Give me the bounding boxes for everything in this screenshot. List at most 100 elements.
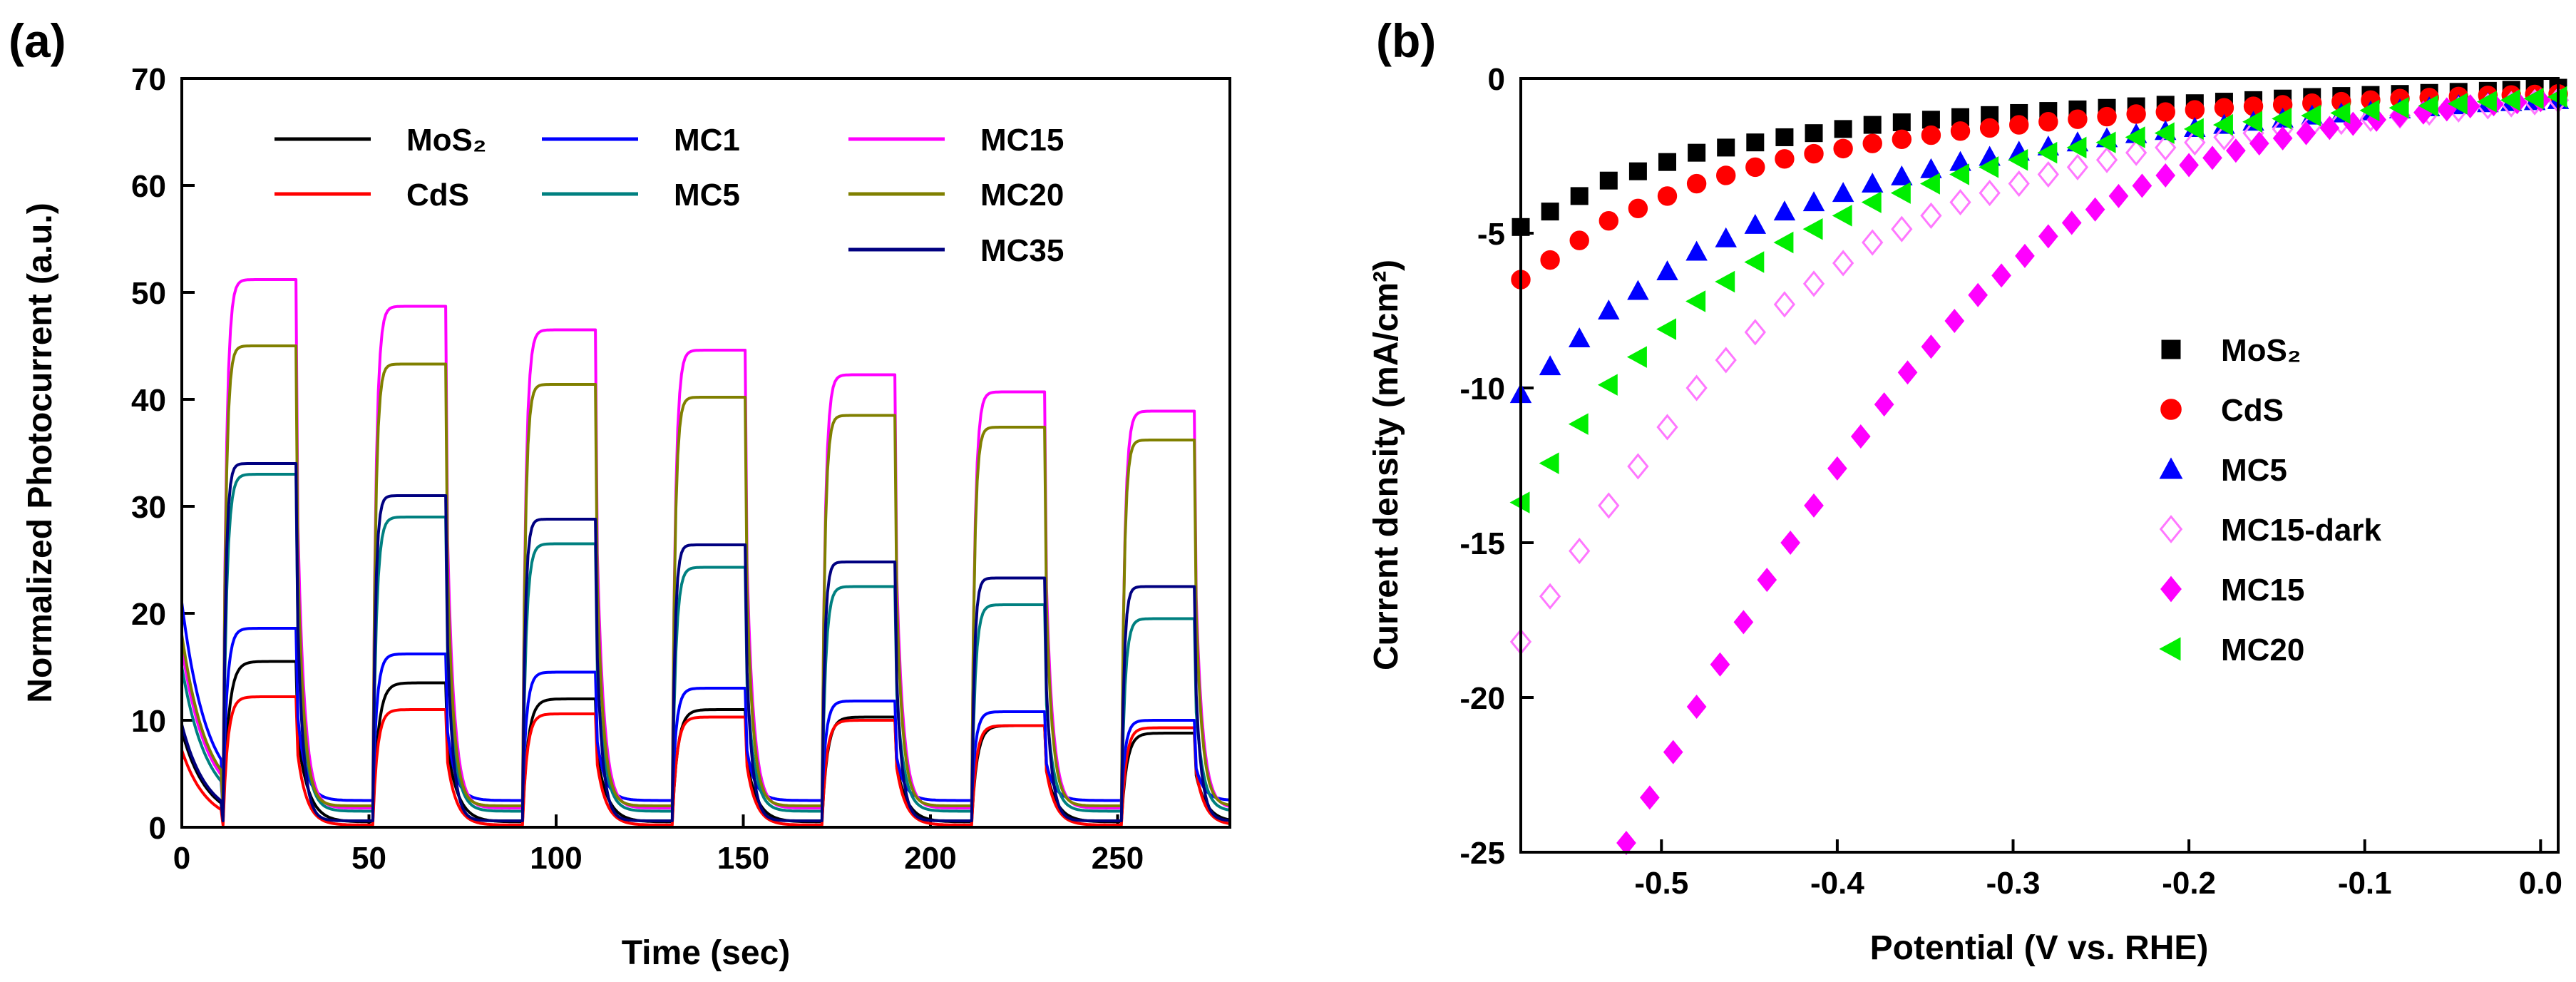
b-point-mc15 (1944, 308, 1965, 333)
b-point-mos (1658, 153, 1677, 171)
b-point-mc20 (2242, 111, 2263, 133)
b-point-mc15-dark (1656, 414, 1678, 441)
b-point-mc15 (1897, 360, 1918, 385)
b-point-mc20 (2272, 108, 2292, 130)
b-point-mc20 (2476, 91, 2497, 113)
b-legend-label-mc20: MC20 (2221, 633, 2304, 668)
b-point-mc5 (1539, 355, 1561, 376)
b-y-tick-label: -10 (1459, 372, 1505, 406)
panel-a-x-tick-labels: 0 50 100 150 200 250 (173, 841, 1144, 876)
b-point-mc20 (1539, 452, 1559, 474)
b-point-mc20 (1919, 173, 1940, 195)
b-point-mc5 (1861, 173, 1884, 193)
panel-a-x-axis-title: Time (sec) (622, 934, 791, 972)
a-legend-label-mos: MoS₂ (406, 123, 486, 158)
a-legend-label-mc35: MC35 (980, 233, 1064, 268)
a-legend-label-mc20: MC20 (980, 178, 1064, 213)
b-point-mc15-dark (1715, 347, 1737, 374)
b-legend-marker-mc15 (2160, 576, 2182, 603)
b-point-mc15 (2179, 153, 2199, 178)
b-legend-label-cds: CdS (2221, 393, 2284, 428)
b-point-mc15 (2061, 210, 2082, 235)
a-x-tick-label: 200 (904, 841, 956, 876)
b-point-mc15 (2319, 116, 2340, 140)
a-legend-label-mc1: MC1 (674, 123, 740, 158)
b-y-tick-label: -20 (1459, 681, 1505, 716)
panel-b-label: (b) (1376, 14, 1436, 67)
a-x-tick-label: 0 (173, 841, 190, 876)
b-point-mc20 (2212, 113, 2233, 136)
b-point-mc20 (2418, 95, 2438, 117)
b-point-mos (1717, 138, 1735, 157)
b-point-cds (1540, 250, 1560, 270)
b-point-mc20 (1568, 413, 1589, 435)
b-point-mc15 (2296, 121, 2316, 145)
b-legend-label-mc15: MC15 (2221, 573, 2304, 608)
b-point-mc20 (2183, 118, 2204, 140)
b-point-mc20 (1773, 231, 1794, 254)
panel-a-y-tick-labels: 0 10 20 30 40 50 60 70 (131, 62, 166, 846)
b-point-mc15-dark (2155, 134, 2177, 161)
b-legend-label-mc15-dark: MC15-dark (2221, 513, 2381, 548)
b-point-cds (1775, 149, 1795, 169)
b-point-mc20 (1832, 205, 1852, 227)
b-point-mc15 (1827, 456, 1847, 481)
b-point-mc15-dark (1773, 291, 1796, 318)
b-point-mc15-dark (2095, 146, 2118, 173)
b-point-cds (1804, 143, 1824, 164)
b-point-cds (1892, 129, 1912, 150)
b-point-mos (1892, 113, 1911, 131)
b-point-mc15 (2085, 197, 2105, 222)
b-point-mc15 (1850, 424, 1871, 449)
b-point-mc20 (2008, 149, 2028, 171)
b-point-mc5 (1627, 280, 1649, 300)
b-legend-marker-mos (2161, 339, 2181, 359)
b-point-mc15 (1804, 493, 1824, 518)
b-point-mc15-dark (1598, 492, 1620, 519)
b-point-mc15-dark (1832, 250, 1854, 277)
b-x-tick-label: -0.2 (2162, 866, 2216, 901)
b-point-mc20 (1685, 290, 1706, 312)
b-point-mos (1775, 128, 1794, 146)
b-x-tick-label: -0.1 (2338, 866, 2392, 901)
b-point-mc5 (1891, 165, 1913, 185)
a-series-line-mc5 (180, 473, 1231, 813)
b-point-mc5 (1773, 200, 1796, 221)
b-point-mos (1746, 133, 1765, 152)
b-point-mc5 (1832, 182, 1854, 203)
b-point-cds (1950, 121, 1971, 141)
b-legend-label-mc5: MC5 (2221, 453, 2287, 488)
b-point-mc15-dark (1862, 229, 1884, 256)
panel-b-x-tick-labels: -0.5 -0.4 -0.3 -0.2 -0.1 0.0 (1634, 866, 2562, 901)
b-point-mc15 (2202, 145, 2222, 170)
b-point-mc20 (1744, 251, 1765, 273)
a-y-tick-label: 70 (131, 62, 166, 97)
b-point-cds (2038, 112, 2058, 132)
a-y-tick-label: 50 (131, 276, 166, 311)
b-point-mc5 (1598, 300, 1620, 319)
a-series-line-cds (180, 695, 1231, 827)
b-x-tick-label: -0.3 (1986, 866, 2041, 901)
b-point-mc15 (2155, 163, 2176, 188)
b-point-mc15 (1921, 334, 1941, 359)
b-point-mc20 (2154, 122, 2175, 144)
a-legend-label-mc5: MC5 (674, 178, 740, 213)
panel-b-x-axis-title: Potential (V vs. RHE) (1870, 929, 2209, 967)
b-point-cds (1569, 230, 1589, 250)
a-x-tick-label: 100 (530, 841, 582, 876)
b-point-mc20 (2500, 89, 2520, 111)
b-legend-marker-cds (2160, 399, 2182, 420)
b-point-mc15-dark (2037, 160, 2059, 188)
b-point-mc20 (2125, 126, 2145, 148)
b-point-cds (1921, 125, 1941, 145)
b-legend-label-mos: MoS₂ (2221, 333, 2301, 368)
b-point-mc20 (1656, 318, 1677, 340)
a-y-tick-label: 30 (131, 490, 166, 525)
panel-b-y-tick-labels: 0 -5 -10 -15 -20 -25 (1459, 62, 1505, 871)
b-point-mc15-dark (1539, 583, 1561, 610)
b-y-tick-label: 0 (1488, 62, 1505, 97)
b-point-mos (1599, 171, 1618, 190)
a-y-tick-label: 10 (131, 704, 166, 739)
b-point-cds (1686, 173, 1707, 194)
